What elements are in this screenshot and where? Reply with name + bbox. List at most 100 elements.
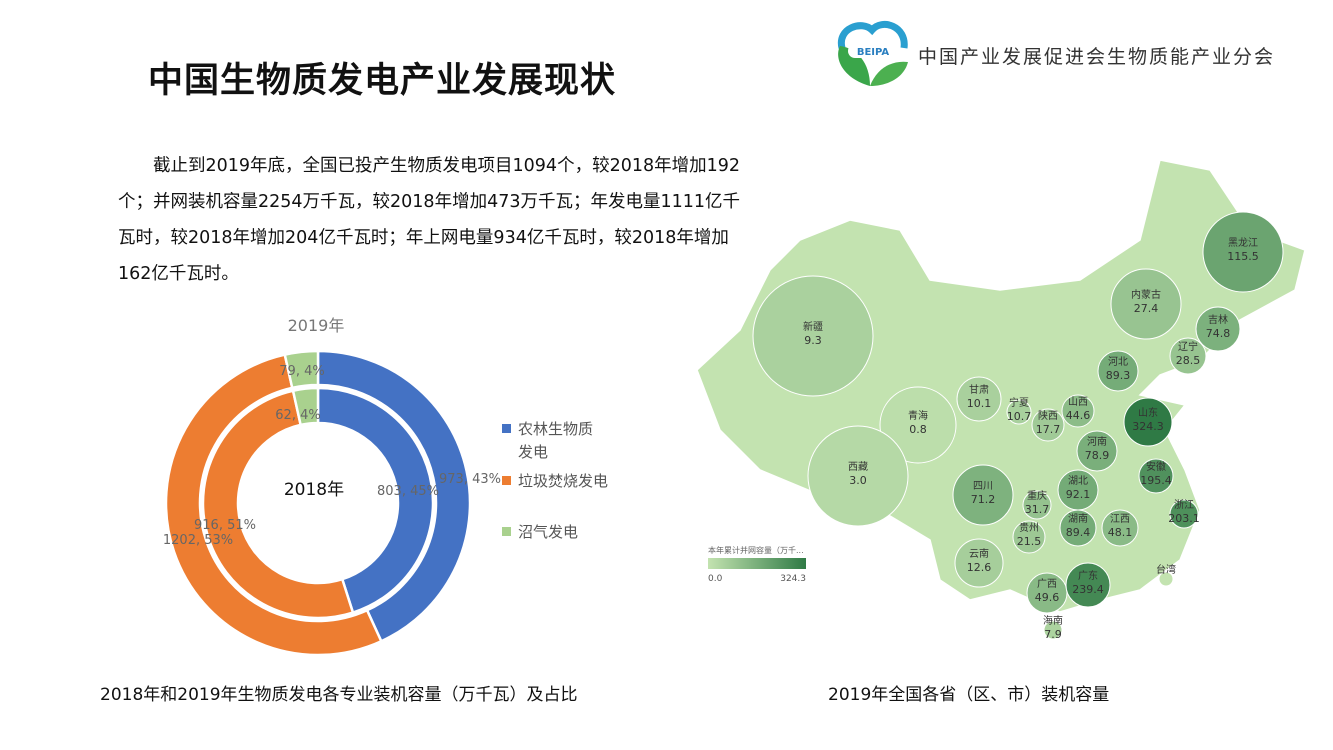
- region-山东: [1123, 397, 1173, 447]
- region-江西: [1101, 509, 1139, 547]
- region-value: 195.4: [1140, 474, 1172, 487]
- region-广东: [1065, 562, 1111, 608]
- region-name: 广东: [1078, 569, 1098, 582]
- region-辽宁: [1169, 337, 1207, 375]
- region-name: 重庆: [1027, 489, 1047, 502]
- donut-slice-2018: [291, 386, 320, 427]
- region-value: 115.5: [1227, 250, 1259, 263]
- region-海南: [1043, 620, 1063, 640]
- region-湖南: [1059, 509, 1097, 547]
- region-value: 203.1: [1168, 512, 1200, 525]
- region-value: 27.4: [1134, 302, 1159, 315]
- donut-chart: 2019年 2018年 973, 43% 1202, 53% 79, 4% 803, …: [163, 316, 608, 657]
- region-name: 青海: [908, 409, 928, 422]
- region-name: 广西: [1037, 578, 1057, 590]
- region-安徽: [1138, 458, 1174, 494]
- region-name: 江西: [1110, 513, 1130, 525]
- region-name: 安徽: [1146, 460, 1166, 473]
- region-name: 宁夏: [1009, 396, 1029, 409]
- region-value: 89.4: [1066, 526, 1091, 539]
- region-value: 48.1: [1108, 526, 1133, 539]
- region-value: 74.8: [1206, 327, 1231, 340]
- donut-slice-2018: [201, 389, 355, 620]
- region-value: 9.3: [804, 334, 822, 347]
- region-陕西: [1031, 408, 1065, 442]
- region-name: 四川: [973, 481, 993, 492]
- region-河北: [1097, 350, 1139, 392]
- legend-label: 沼气发电: [518, 523, 578, 541]
- legend-swatch: [502, 476, 511, 485]
- org-name: 中国产业发展促进会生物质能产业分会: [918, 46, 1276, 68]
- legend-swatch: [502, 527, 511, 536]
- region-value: 78.9: [1085, 449, 1110, 462]
- map-legend-min: 0.0: [708, 574, 723, 584]
- summary-paragraph: 截止到2019年底，全国已投产生物质发电项目1094个，较2018年增加192个…: [118, 156, 741, 284]
- region-name: 湖北: [1068, 475, 1088, 487]
- region-青海: [879, 386, 957, 464]
- region-河南: [1076, 430, 1118, 472]
- data-label: 803, 45%: [377, 484, 439, 499]
- region-西藏: [807, 425, 909, 527]
- data-label: 1202, 53%: [163, 533, 233, 548]
- region-name: 吉林: [1208, 313, 1228, 326]
- region-重庆: [1022, 490, 1052, 520]
- region-name: 辽宁: [1178, 340, 1198, 353]
- data-label: 62, 4%: [275, 408, 320, 423]
- region-value: 10.1: [967, 397, 992, 410]
- region-内蒙古: [1110, 268, 1182, 340]
- region-name: 陕西: [1038, 409, 1058, 422]
- region-value: 49.6: [1035, 591, 1060, 604]
- legend-swatch: [502, 424, 511, 433]
- region-value: 21.5: [1017, 535, 1042, 548]
- region-value: 92.1: [1066, 488, 1091, 501]
- region-name: 云南: [969, 547, 989, 560]
- region-name: 海南: [1043, 614, 1063, 627]
- legend-label: 农林生物质: [518, 420, 593, 438]
- page-title: 中国生物质发电产业发展现状: [148, 61, 617, 101]
- region-云南: [954, 538, 1004, 588]
- region-name: 内蒙古: [1131, 288, 1161, 301]
- region-name: 台湾: [1156, 563, 1176, 576]
- region-name: 河北: [1108, 356, 1128, 368]
- region-name: 黑龙江: [1228, 236, 1258, 249]
- data-label: 79, 4%: [279, 364, 324, 379]
- inner-ring-label: 2018年: [284, 480, 344, 500]
- region-value: 28.5: [1176, 354, 1201, 367]
- legend-label: 垃圾焚烧发电: [518, 472, 608, 490]
- map-legend-gradient: [708, 558, 806, 569]
- region-name: 河南: [1087, 435, 1107, 448]
- region-value: 3.0: [849, 474, 867, 487]
- map-legend-title: 本年累计并网容量（万千...: [708, 545, 804, 555]
- donut-slice-2019: [316, 349, 472, 643]
- legend-label-cont: 发电: [518, 443, 548, 461]
- region-value: 71.2: [971, 493, 996, 506]
- map-legend-max: 324.3: [780, 574, 806, 584]
- data-label: 973, 43%: [439, 472, 501, 487]
- donut-caption: 2018年和2019年生物质发电各专业装机容量（万千瓦）及占比: [100, 685, 578, 705]
- beipa-logo: BEIPA: [837, 20, 908, 86]
- region-浙江: [1169, 499, 1199, 529]
- region-value: 44.6: [1066, 409, 1091, 422]
- region-value: 17.7: [1036, 423, 1061, 436]
- region-value: 10.7: [1007, 410, 1032, 423]
- region-四川: [952, 464, 1014, 526]
- data-label: 916, 51%: [194, 518, 256, 533]
- region-value: 31.7: [1025, 503, 1050, 516]
- region-甘肃: [956, 376, 1002, 422]
- region-value: 89.3: [1106, 369, 1131, 382]
- region-name: 湖南: [1068, 512, 1088, 525]
- outer-ring-label: 2019年: [288, 316, 345, 335]
- map-caption: 2019年全国各省（区、市）装机容量: [828, 685, 1110, 705]
- region-黑龙江: [1202, 211, 1284, 293]
- region-value: 324.3: [1132, 420, 1164, 433]
- logo-text: BEIPA: [857, 47, 890, 58]
- region-name: 浙江: [1174, 499, 1194, 511]
- donut-slice-2018: [316, 386, 435, 615]
- region-name: 山西: [1068, 396, 1088, 408]
- region-新疆: [752, 275, 874, 397]
- region-value: 12.6: [967, 561, 992, 574]
- donut-slice-2019: [283, 349, 320, 390]
- region-name: 甘肃: [969, 383, 989, 396]
- region-value: 239.4: [1072, 583, 1104, 596]
- region-宁夏: [1006, 399, 1032, 425]
